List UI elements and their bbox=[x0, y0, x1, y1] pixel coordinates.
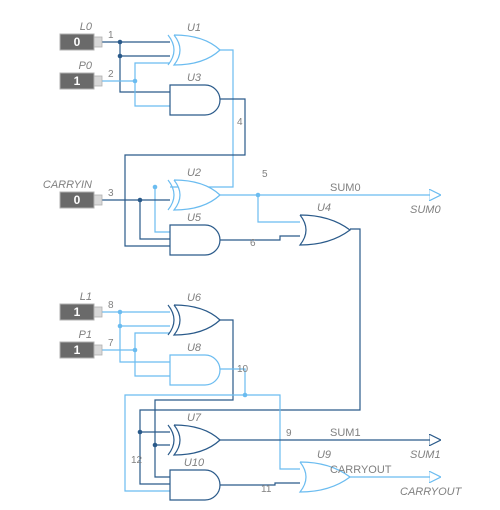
wire bbox=[170, 50, 233, 187]
net-number: 7 bbox=[108, 338, 114, 349]
output-label: SUM1 bbox=[330, 427, 361, 439]
net-number: 6 bbox=[250, 238, 256, 249]
gate-label: U2 bbox=[187, 167, 201, 179]
input-digit: 0 bbox=[74, 193, 81, 207]
gate-label: U7 bbox=[187, 412, 202, 424]
gate-label: U1 bbox=[187, 22, 201, 34]
gate-label: U9 bbox=[317, 449, 331, 461]
net-number: 3 bbox=[108, 188, 114, 199]
output-label: CARRYOUT bbox=[330, 464, 392, 476]
junction-dot bbox=[118, 324, 123, 329]
output-carryout: CARRYOUT CARRYOUT bbox=[330, 464, 463, 498]
gate-u7: U7 bbox=[168, 412, 220, 455]
gate-u3: U3 bbox=[170, 72, 220, 115]
output-sublabel: SUM0 bbox=[410, 204, 441, 216]
junction-dot bbox=[138, 198, 143, 203]
junction-dot bbox=[118, 310, 123, 315]
input-carryin[interactable]: 0 CARRYIN bbox=[43, 179, 102, 208]
input-label: P1 bbox=[79, 329, 92, 341]
wire bbox=[155, 445, 170, 477]
gate-label: U10 bbox=[184, 457, 205, 469]
input-p1[interactable]: 1P1 bbox=[60, 329, 102, 358]
gate-label: U5 bbox=[187, 212, 202, 224]
net-number: 9 bbox=[286, 428, 292, 439]
wire bbox=[120, 326, 170, 362]
net-number: 12 bbox=[131, 455, 143, 466]
junction-dot bbox=[153, 185, 158, 190]
junction-dot bbox=[243, 393, 248, 398]
net-number: 1 bbox=[108, 30, 114, 41]
net-number: 10 bbox=[237, 364, 249, 375]
wire bbox=[95, 81, 170, 106]
net-number: 5 bbox=[262, 169, 268, 180]
junction-dot bbox=[138, 430, 143, 435]
input-p0[interactable]: 1P0 bbox=[60, 60, 102, 89]
wire bbox=[140, 229, 360, 432]
input-digit: 1 bbox=[74, 343, 81, 357]
wire bbox=[220, 236, 300, 240]
gate-u10: U10 bbox=[170, 457, 220, 500]
wire bbox=[125, 99, 245, 246]
gate-label: U6 bbox=[187, 292, 202, 304]
junction-dot bbox=[133, 348, 138, 353]
input-label: P0 bbox=[79, 60, 93, 72]
net-number: 11 bbox=[261, 484, 272, 495]
input-label: CARRYIN bbox=[43, 179, 92, 191]
gate-u2: U2 bbox=[168, 167, 220, 210]
net-number: 4 bbox=[237, 117, 243, 128]
input-digit: 0 bbox=[74, 35, 81, 49]
junction-dot bbox=[256, 193, 261, 198]
output-sum0: SUM0 SUM0 bbox=[330, 182, 441, 216]
gate-u5: U5 bbox=[170, 212, 220, 255]
gate-u1: U1 bbox=[168, 22, 220, 65]
gate-u4: U4 bbox=[300, 202, 350, 245]
junction-dot bbox=[153, 443, 158, 448]
input-label: L1 bbox=[80, 291, 92, 303]
junction-dot bbox=[118, 54, 123, 59]
output-sum1: SUM1 SUM1 bbox=[330, 427, 441, 461]
input-digit: 1 bbox=[74, 74, 81, 88]
output-label: SUM0 bbox=[330, 182, 361, 194]
input-l0[interactable]: 0L0 bbox=[60, 21, 102, 50]
input-l1[interactable]: 1L1 bbox=[60, 291, 102, 320]
wire bbox=[120, 56, 170, 92]
gate-u8: U8 bbox=[170, 342, 220, 385]
junction-dot bbox=[133, 79, 138, 84]
net-number: 8 bbox=[108, 300, 114, 311]
wire bbox=[220, 483, 300, 485]
wire bbox=[120, 312, 170, 326]
wire bbox=[245, 395, 300, 469]
wire bbox=[258, 195, 300, 222]
input-digit: 1 bbox=[74, 305, 81, 319]
gate-label: U4 bbox=[317, 202, 331, 214]
gate-label: U3 bbox=[187, 72, 202, 84]
junction-dot bbox=[118, 40, 123, 45]
input-label: L0 bbox=[80, 21, 93, 33]
wire bbox=[135, 63, 170, 81]
wire bbox=[95, 350, 170, 376]
net-number: 2 bbox=[108, 69, 114, 80]
wire bbox=[120, 42, 170, 56]
output-sublabel: SUM1 bbox=[410, 449, 441, 461]
gate-label: U8 bbox=[187, 342, 202, 354]
output-sublabel: CARRYOUT bbox=[400, 486, 463, 498]
gate-u6: U6 bbox=[168, 292, 220, 335]
wire bbox=[135, 333, 170, 350]
